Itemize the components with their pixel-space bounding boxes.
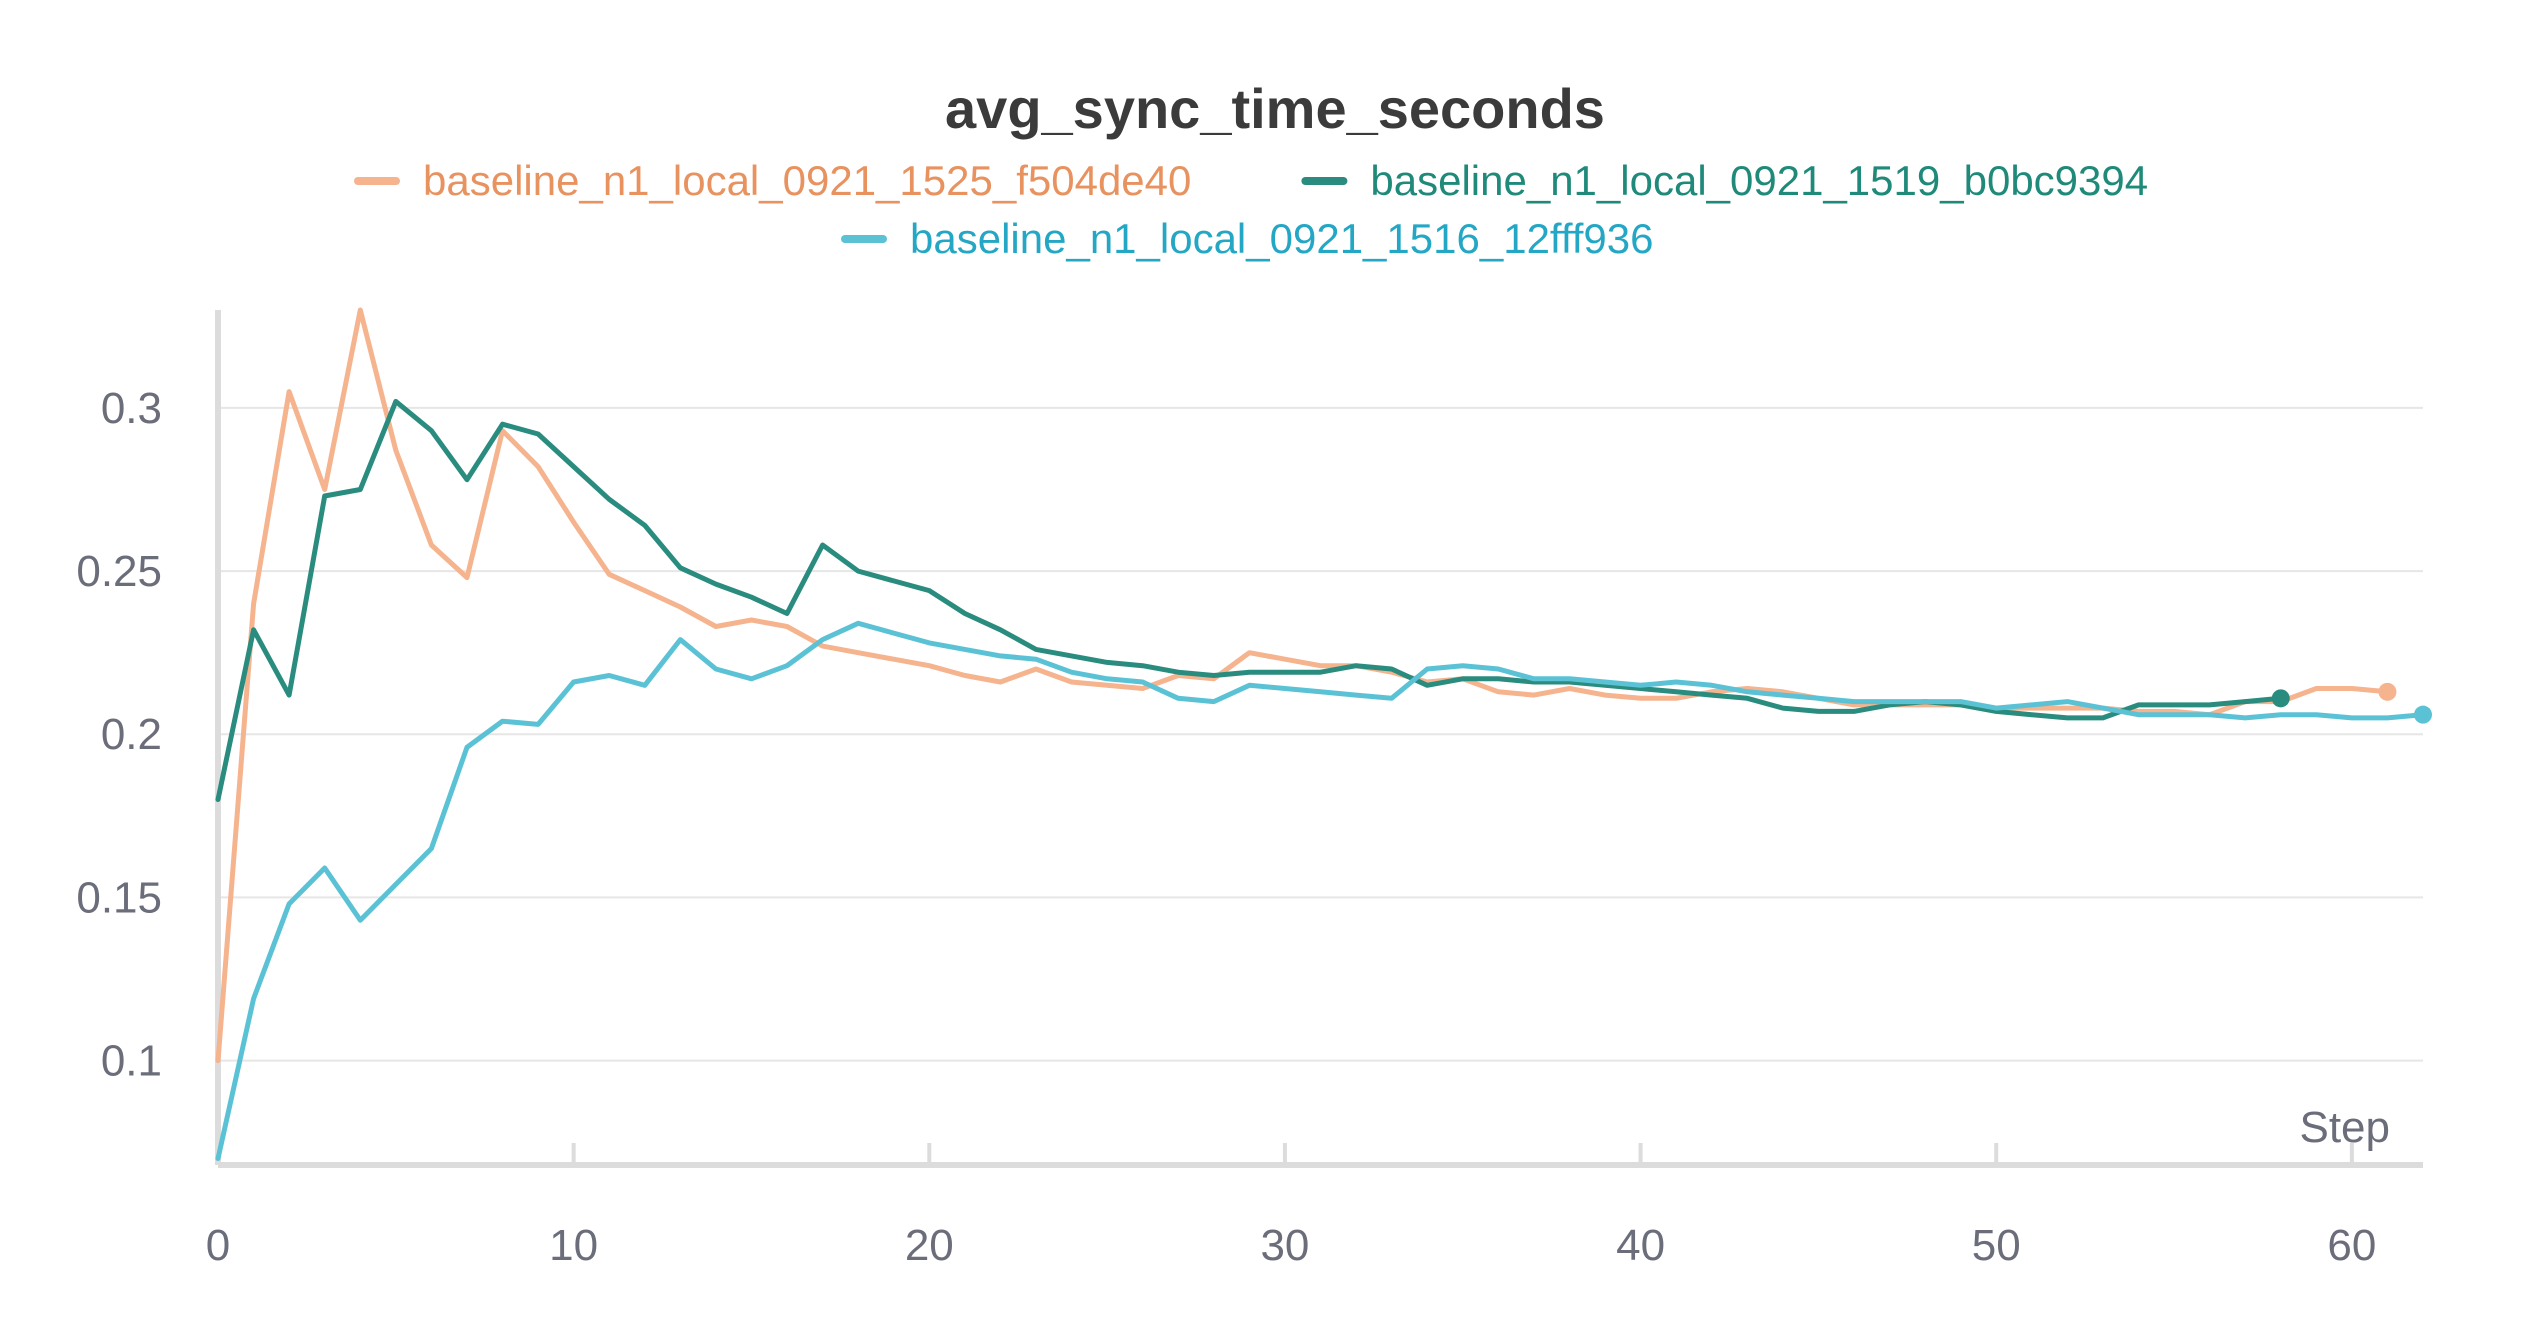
legend-label-3: baseline_n1_local_0921_1516_12fff936 — [910, 215, 1654, 262]
axes: 0.1 0.15 0.2 0.25 0.3 0 10 20 30 40 50 60 — [76, 310, 2423, 1270]
x-tick-label: 50 — [1972, 1221, 2021, 1270]
series-layer — [215, 307, 2432, 1161]
x-axis-title: Step — [2299, 1103, 2390, 1152]
series-end-point-1 — [2378, 682, 2397, 701]
series-end-point-3 — [2414, 705, 2432, 724]
y-tick-label: 0.1 — [101, 1037, 162, 1086]
x-tick-label: 0 — [206, 1221, 230, 1270]
y-tick-label: 0.15 — [76, 873, 162, 922]
x-tick-label: 10 — [549, 1221, 598, 1270]
legend-label-2: baseline_n1_local_0921_1519_b0bc9394 — [1370, 157, 2148, 204]
y-tick-label: 0.25 — [76, 547, 162, 596]
x-tick-label: 60 — [2327, 1221, 2376, 1270]
series-end-point-2 — [2271, 689, 2290, 708]
x-tick-label: 20 — [905, 1221, 954, 1270]
y-tick-label: 0.3 — [101, 384, 162, 433]
grid — [218, 406, 2423, 1062]
x-tick-label: 30 — [1260, 1221, 1309, 1270]
series-line-1 — [215, 307, 2390, 1064]
x-tick-label: 40 — [1616, 1221, 1665, 1270]
series-line-2 — [215, 398, 2284, 802]
series-line-3 — [215, 620, 2426, 1161]
chart-title: avg_sync_time_seconds — [945, 77, 1605, 140]
y-tick-label: 0.2 — [101, 710, 162, 759]
legend-label-1: baseline_n1_local_0921_1525_f504de40 — [423, 157, 1191, 204]
